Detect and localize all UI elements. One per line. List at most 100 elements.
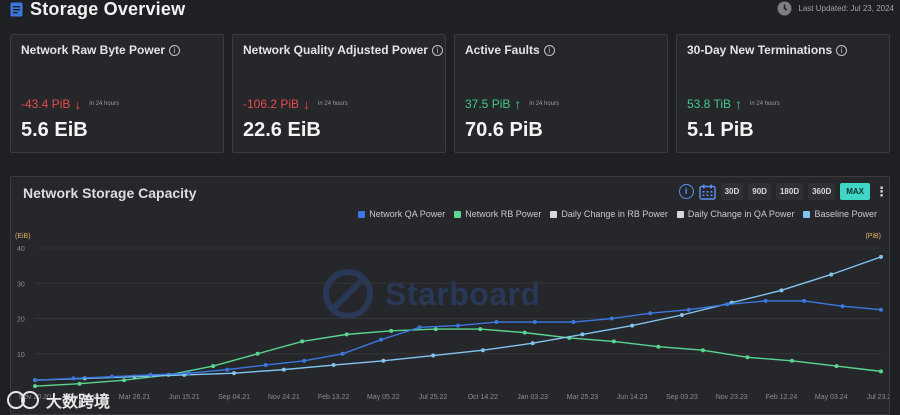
data-point[interactable] [281,367,286,372]
data-point[interactable] [480,348,485,353]
data-point[interactable] [648,311,653,316]
data-point[interactable] [656,344,661,349]
range-button-360d[interactable]: 360D [808,183,836,200]
legend-item-baseline[interactable]: Baseline Power [803,209,877,219]
data-point[interactable] [186,371,191,376]
left-axis-unit: (EiB) [15,233,31,240]
x-tick-label: Jan 03.23 [517,394,548,401]
data-point[interactable] [478,327,483,332]
data-point[interactable] [829,272,834,277]
legend-swatch [803,210,811,218]
data-point[interactable] [389,328,394,333]
data-point[interactable] [340,351,345,356]
series-line-network-rb-power [34,328,882,387]
data-point[interactable] [77,381,82,386]
y-tick-label: 10 [17,352,25,359]
data-point[interactable] [530,341,535,346]
data-point[interactable] [679,313,684,317]
data-point[interactable] [494,320,499,325]
legend-item-daily-qa[interactable]: Daily Change in QA Power [676,209,794,219]
data-point[interactable] [381,358,386,363]
clock-icon [777,1,792,16]
y-tick-label: 20 [17,317,25,324]
card-value: 5.1 PiB [687,119,754,141]
legend-item-daily-rb[interactable]: Daily Change in RB Power [550,209,668,219]
x-tick-label: Jul 23.24 [867,394,889,401]
data-point[interactable] [779,288,784,293]
chart-legend: Network QA Power Network RB Power Daily … [358,209,877,219]
data-point[interactable] [300,339,305,344]
info-icon[interactable]: i [678,184,694,199]
legend-item-qa[interactable]: Network QA Power [358,209,445,219]
data-point[interactable] [122,378,127,383]
arrow-down-icon: ↓ [303,96,311,112]
data-point[interactable] [802,298,807,303]
x-tick-label: Jun 14.23 [617,394,648,401]
right-axis-unit: (PiB) [865,233,881,240]
y-tick-label: 30 [17,281,25,288]
series-line-network-qa-power [34,300,882,381]
data-point[interactable] [225,367,230,372]
range-button-90d[interactable]: 90D [748,183,771,200]
data-point[interactable] [33,384,37,389]
data-point[interactable] [725,302,730,307]
card-delta: -106.2 PiB ↓ in 24 hours [243,97,348,111]
data-point[interactable] [879,369,883,374]
data-point[interactable] [611,339,616,344]
data-point[interactable] [686,307,691,312]
card-delta: 37.5 PiB ↑ in 24 hours [465,97,559,111]
x-tick-label: Mar 26.21 [119,394,151,401]
data-point[interactable] [211,364,216,369]
data-point[interactable] [344,332,349,337]
data-point[interactable] [532,320,537,325]
info-icon[interactable]: i [169,45,181,56]
legend-item-rb[interactable]: Network RB Power [454,209,541,219]
data-point[interactable] [763,298,768,303]
line-chart: 10 20 30 40 Nov 20.20 Jan 27.21 Mar 26.21 Jun 1… [17,246,889,401]
delta-note: in 24 hours [529,101,560,107]
data-point[interactable] [263,363,268,368]
data-point[interactable] [302,358,307,363]
data-point[interactable] [630,323,635,328]
data-point[interactable] [879,254,883,259]
data-point[interactable] [431,353,436,358]
y-tick-label: 40 [17,246,25,253]
x-tick-label: Jun 15.21 [169,394,200,401]
range-button-30d[interactable]: 30D [720,183,744,200]
data-point[interactable] [379,337,384,342]
info-icon[interactable]: i [431,45,443,56]
chart-controls: i 30D 90D 180D 360D MAX ⋮ [678,183,888,200]
data-point[interactable] [232,371,237,376]
data-point[interactable] [331,363,336,368]
info-icon[interactable]: i [836,45,848,56]
x-tick-label: Nov 20.20 [19,394,51,401]
data-point[interactable] [33,378,37,383]
last-updated-text: Last Updated: Jul 23, 2024 [798,4,894,13]
data-point[interactable] [789,358,794,363]
corner-logo: 大数跨境 [6,388,110,412]
data-point[interactable] [879,307,883,312]
data-point[interactable] [255,351,260,356]
watermark-text: Starboard [385,275,541,312]
data-point[interactable] [148,372,153,377]
data-point[interactable] [71,376,76,381]
calendar-icon[interactable] [698,184,716,200]
data-point[interactable] [580,332,585,337]
data-point[interactable] [745,355,750,360]
data-point[interactable] [609,316,614,321]
info-icon[interactable]: i [543,45,555,56]
data-point[interactable] [700,348,705,353]
data-point[interactable] [840,304,845,309]
data-point[interactable] [456,323,460,328]
range-button-max[interactable]: MAX [840,183,870,200]
brand-logo-icon [7,391,39,409]
data-point[interactable] [417,325,422,330]
data-point[interactable] [522,330,527,335]
data-point[interactable] [433,327,438,332]
data-point[interactable] [109,374,114,379]
range-button-180d[interactable]: 180D [775,183,804,200]
card-title: Active Faults i [465,43,555,57]
data-point[interactable] [571,320,576,325]
data-point[interactable] [834,364,839,369]
arrow-up-icon: ↑ [514,96,522,112]
